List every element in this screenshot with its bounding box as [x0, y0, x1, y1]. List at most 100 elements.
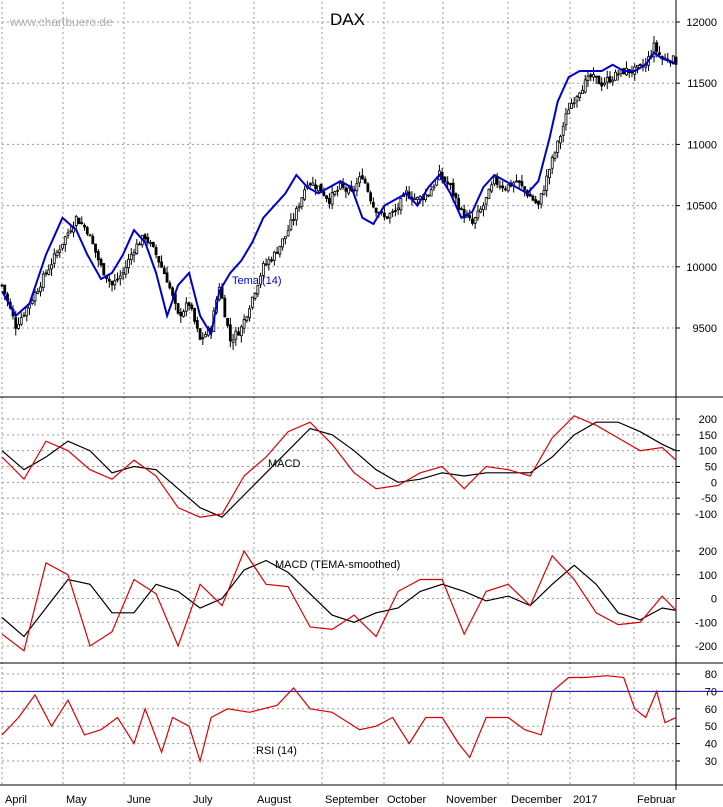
candle	[391, 208, 395, 218]
candle	[388, 212, 392, 224]
candle	[393, 203, 397, 217]
candle	[146, 233, 150, 246]
y-tick-label: 50	[705, 462, 717, 474]
candle	[36, 288, 40, 295]
y-tick-label: 11500	[687, 78, 717, 90]
candle	[338, 181, 342, 191]
y-tick-label: 30	[705, 756, 717, 768]
candle	[47, 264, 51, 276]
candle	[493, 176, 496, 187]
candle	[116, 272, 119, 283]
candle	[267, 256, 271, 271]
candle	[427, 194, 430, 198]
candle	[270, 256, 274, 263]
candle	[187, 301, 191, 311]
candle	[135, 239, 139, 255]
tema-label: Tema (14)	[232, 275, 282, 287]
candle	[162, 265, 166, 275]
candle	[462, 204, 466, 224]
candle	[124, 260, 128, 279]
candle	[611, 76, 615, 86]
candle	[80, 216, 84, 225]
tema-macd-series-2	[1, 549, 677, 652]
candle	[498, 180, 502, 190]
candle	[473, 216, 477, 229]
candle	[107, 275, 111, 288]
candle	[586, 70, 590, 88]
tema-macd-label: MACD (TEMA-smoothed)	[275, 559, 400, 571]
candle	[570, 98, 573, 109]
candle	[85, 225, 89, 236]
candle	[484, 197, 488, 211]
candle	[572, 97, 576, 108]
chart-title: DAX	[330, 10, 365, 29]
y-tick-label: 40	[705, 739, 717, 751]
candle	[256, 284, 260, 297]
candle	[432, 183, 436, 191]
candle	[198, 328, 202, 341]
y-tick-label: 11000	[687, 139, 717, 151]
tema-macd-series-1	[1, 559, 677, 638]
candle	[184, 297, 188, 317]
candle	[542, 185, 546, 196]
candle	[385, 216, 389, 220]
candle	[616, 69, 620, 81]
candle	[88, 233, 92, 237]
y-tick-label: 200	[699, 546, 717, 558]
candle	[261, 260, 265, 281]
candle	[102, 262, 106, 276]
candle	[638, 63, 642, 67]
candle	[294, 205, 298, 226]
candle	[289, 213, 293, 232]
macd-series-2	[1, 415, 677, 518]
x-tick-label: June	[127, 794, 151, 806]
candle	[476, 205, 480, 222]
candle	[553, 151, 557, 162]
tema-macd-panel	[1, 549, 677, 652]
x-tick-label: Februar	[637, 794, 676, 806]
candle	[501, 180, 505, 192]
candle	[575, 94, 579, 108]
candle	[564, 107, 568, 131]
candle	[44, 269, 48, 277]
candle	[118, 270, 122, 286]
candle	[515, 174, 518, 183]
candle	[25, 306, 29, 322]
macd-series-1	[1, 421, 677, 518]
x-tick-label: 2017	[573, 794, 597, 806]
candle	[61, 243, 64, 251]
candle	[19, 312, 23, 327]
axes: 9500 10000 10500 11000 11500 12000 -100 -50 0 50 1…	[5, 17, 717, 806]
y-tick-label: 12000	[686, 17, 717, 29]
price-panel	[0, 36, 678, 350]
candle	[272, 250, 276, 266]
candle	[278, 245, 282, 258]
y-tick-label: 10000	[686, 262, 717, 274]
y-tick-label: 200	[699, 414, 717, 426]
candle	[341, 178, 345, 190]
candle	[534, 195, 538, 205]
candle	[355, 177, 359, 197]
candle	[250, 296, 254, 310]
y-tick-label: 50	[705, 721, 717, 733]
candle	[129, 248, 133, 265]
candle	[545, 169, 549, 197]
candle	[360, 168, 364, 180]
candle	[113, 274, 117, 290]
candle	[605, 70, 609, 90]
candle	[237, 327, 240, 336]
candle	[581, 85, 584, 94]
candle	[594, 75, 598, 85]
candle	[50, 258, 53, 276]
x-tick-label: September	[325, 794, 379, 806]
x-tick-label: October	[387, 794, 426, 806]
candle	[382, 206, 386, 221]
candle	[228, 317, 232, 348]
candle	[366, 182, 370, 193]
x-tick-label: April	[5, 794, 27, 806]
candle	[94, 243, 97, 258]
candle	[336, 185, 340, 197]
candle	[55, 249, 59, 259]
candle	[460, 206, 463, 211]
candle	[663, 53, 667, 60]
